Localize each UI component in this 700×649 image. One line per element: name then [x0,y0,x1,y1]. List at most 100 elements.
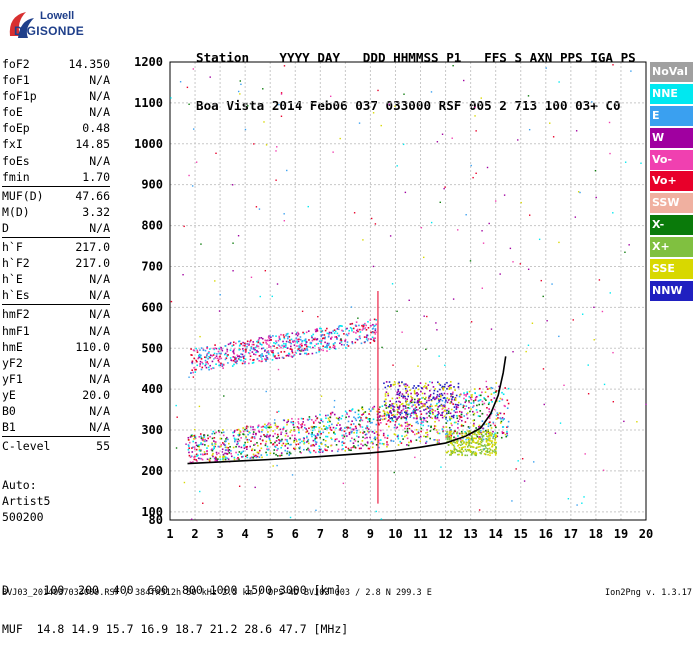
echo-point [297,340,300,343]
noise-point [543,403,545,406]
echo-point [287,332,289,335]
echo-point [295,443,298,446]
noise-point [603,383,606,386]
echo-point [198,354,200,357]
echo-point [330,413,332,416]
echo-point [321,337,324,340]
echo-point [277,425,279,428]
echo-point [432,386,435,388]
echo-point [321,420,324,423]
echo-point [318,447,321,450]
echo-point [324,341,326,344]
echo-point [422,424,425,427]
echo-point [357,440,359,443]
echo-point [453,386,455,388]
echo-point [250,346,252,349]
echo-point [195,459,197,461]
noise-point [593,306,595,308]
legend-item-nnw: NNW [650,280,693,301]
echo-point [466,449,469,451]
echo-point [493,433,495,436]
echo-point [361,440,364,442]
echo-point [253,353,255,355]
echo-point [385,414,388,417]
echo-point [200,435,202,438]
param-separator [2,185,110,187]
noise-point [521,458,524,460]
echo-point [198,448,201,451]
echo-point [475,437,477,440]
echo-point [409,423,412,426]
echo-point [227,449,230,451]
noise-point [515,468,517,470]
echo-point [345,446,347,448]
echo-point [348,433,351,436]
echo-point [349,323,352,325]
echo-point [311,433,313,436]
echo-point [290,429,293,432]
echo-point [250,440,252,442]
echo-point [370,410,372,412]
echo-point [337,417,340,420]
echo-point [467,432,470,434]
legend-item-sse: SSE [650,259,693,280]
echo-point [283,419,286,422]
echo-point [223,443,225,446]
echo-point [333,431,335,433]
echo-point [429,395,431,397]
echo-point [311,435,313,438]
echo-point [297,427,300,429]
echo-point [494,435,496,438]
echo-point [448,432,451,435]
echo-point [297,443,300,445]
echo-point [206,453,208,455]
echo-point [209,457,212,460]
noise-point [420,227,423,229]
echo-point [200,443,202,446]
echo-point [479,440,482,443]
echo-point [267,449,269,451]
echo-point [463,442,465,444]
echo-point [242,427,244,429]
echo-point [253,444,255,446]
echo-point [309,451,312,454]
noise-point [426,315,428,318]
echo-point [439,388,441,391]
param-name: fmin [2,169,30,184]
echo-point [370,440,373,443]
param-name: yF2 [2,355,23,370]
echo-point [344,449,347,452]
echo-point [284,445,287,447]
echo-point [251,343,254,346]
echo-point [422,421,425,423]
noise-point [490,328,493,330]
echo-point [451,398,453,400]
noise-point [429,412,431,414]
echo-point [336,438,338,440]
echo-point [371,441,373,444]
echo-point [188,445,190,448]
echo-point [485,447,487,449]
echo-point [417,398,419,400]
echo-point [398,384,401,387]
echo-point [359,431,362,434]
echo-point [233,440,236,443]
echo-point [397,417,399,419]
echo-point [247,433,249,436]
noise-point [487,428,490,431]
echo-point [426,429,428,431]
echo-point [270,426,273,428]
echo-point [404,395,406,398]
echo-point [347,345,350,347]
echo-point [267,339,269,342]
echo-point [196,351,199,353]
echo-point [286,347,289,349]
echo-point [427,397,430,399]
echo-point [353,416,355,419]
echo-point [475,409,478,411]
echo-point [464,433,467,435]
echo-point [268,344,270,347]
echo-point [231,365,234,367]
echo-point [250,339,252,342]
echo-point [242,430,245,433]
